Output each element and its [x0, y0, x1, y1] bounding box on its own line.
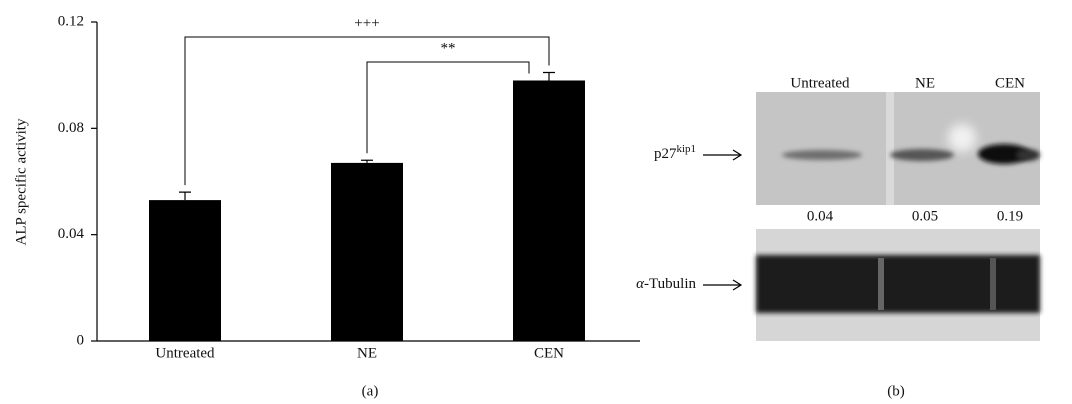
band-label: α-Tubulin — [636, 276, 696, 292]
band-name: p27 — [654, 146, 677, 162]
y-tick-label: 0.08 — [58, 120, 84, 136]
y-tick-label: 0 — [77, 332, 85, 348]
quantification: 0.05 — [912, 208, 938, 224]
lane-gap — [990, 258, 996, 310]
band-superscript: kip1 — [676, 143, 696, 155]
lane-label: CEN — [995, 75, 1025, 91]
x-tick-label: CEN — [534, 345, 564, 361]
x-tick-label: Untreated — [155, 345, 215, 361]
y-tick-label: 0.12 — [58, 13, 84, 29]
band-name: -Tubulin — [644, 276, 696, 292]
lane-gap — [878, 258, 884, 310]
blot-spot — [948, 124, 976, 152]
blot: p27kip1 α-Tubulin (b) — [636, 92, 1040, 399]
band — [1016, 149, 1040, 161]
quantification: 0.19 — [997, 208, 1023, 224]
y-tick-label: 0.04 — [58, 226, 85, 242]
quantification: 0.04 — [807, 208, 834, 224]
significance-bracket — [367, 62, 529, 153]
error-bar — [179, 192, 191, 200]
panel-label: (b) — [887, 383, 905, 399]
bar — [149, 200, 221, 341]
error-bar — [361, 160, 373, 163]
bar — [331, 163, 403, 341]
band — [756, 255, 1040, 313]
panel-label: (a) — [362, 383, 379, 399]
figure: ALP specific activity (a) p27kip1 α-Tubu… — [0, 0, 1072, 404]
significance-label: ** — [441, 40, 456, 56]
band — [782, 150, 862, 160]
bar — [513, 80, 585, 341]
band-label: p27kip1 — [654, 143, 696, 163]
error-bar — [543, 73, 555, 81]
x-tick-label: NE — [357, 345, 377, 361]
lane-gap — [886, 92, 894, 205]
y-axis-label: ALP specific activity — [13, 118, 29, 245]
band — [890, 149, 954, 161]
significance-label: +++ — [354, 15, 379, 31]
lane-label: NE — [915, 75, 935, 91]
lane-label: Untreated — [790, 75, 850, 91]
